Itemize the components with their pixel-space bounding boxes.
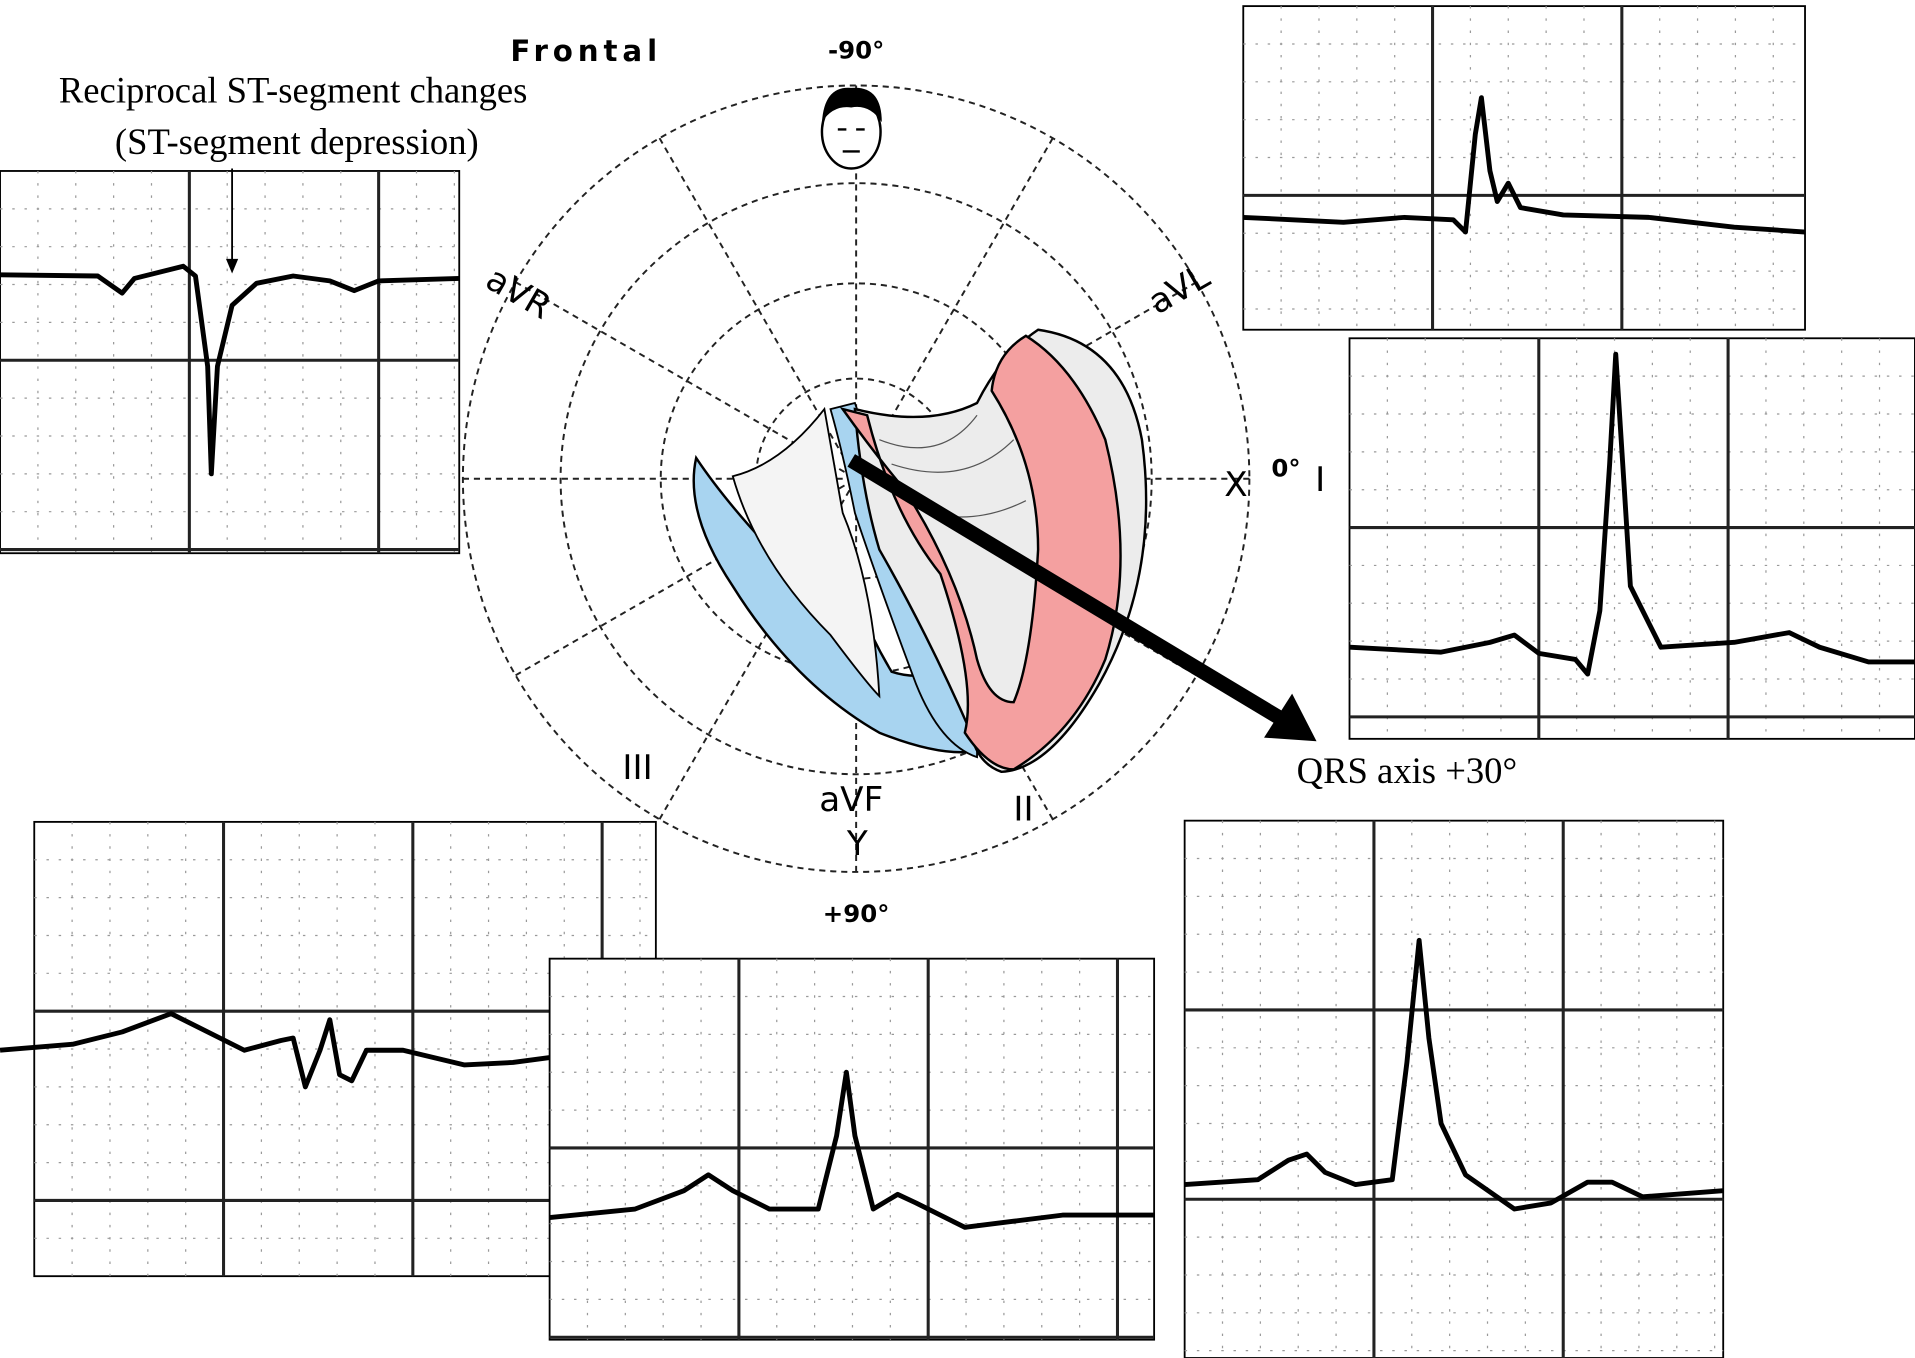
annotation-arrow [225, 168, 239, 274]
ecg-strips [0, 5, 1915, 1358]
ecg-trace [1243, 95, 1806, 235]
ecg-trace [1349, 351, 1915, 677]
lead-label: aVR [479, 259, 558, 328]
heart [692, 328, 1148, 774]
ecg-strip [1242, 5, 1806, 331]
ecg-trace [549, 1069, 1155, 1230]
lead-label: aVL [1142, 257, 1217, 323]
ecg-strip [1183, 819, 1725, 1358]
head-icon [820, 87, 882, 170]
lead-label: III [622, 748, 652, 788]
lead-label: I [1315, 460, 1325, 500]
ecg-trace [0, 263, 460, 477]
annotation: (ST-segment depression) [115, 121, 479, 162]
angle-label: -90° [828, 36, 884, 65]
ecg-strip [0, 170, 461, 555]
strip-background [0, 170, 461, 555]
strip-background [1348, 337, 1915, 740]
title: Frontal [510, 34, 662, 68]
annotation: QRS axis +30° [1297, 750, 1517, 791]
ecg-trace [0, 1011, 550, 1090]
lead-label: aVF [819, 780, 883, 820]
ecg-trace [1184, 937, 1724, 1212]
angle-label: +90° [823, 899, 890, 928]
axis-label: X [1224, 465, 1247, 505]
strip-background [1183, 819, 1725, 1358]
axis-label: Y [846, 824, 868, 864]
qrs-arrow [847, 454, 1317, 742]
annotation: Reciprocal ST-segment changes [59, 70, 528, 111]
angle-label: 0° [1271, 453, 1300, 482]
ecg-strip [1348, 337, 1915, 740]
ecg-strip [548, 957, 1156, 1341]
strip-background [1242, 5, 1806, 331]
lead-label: II [1013, 790, 1033, 830]
